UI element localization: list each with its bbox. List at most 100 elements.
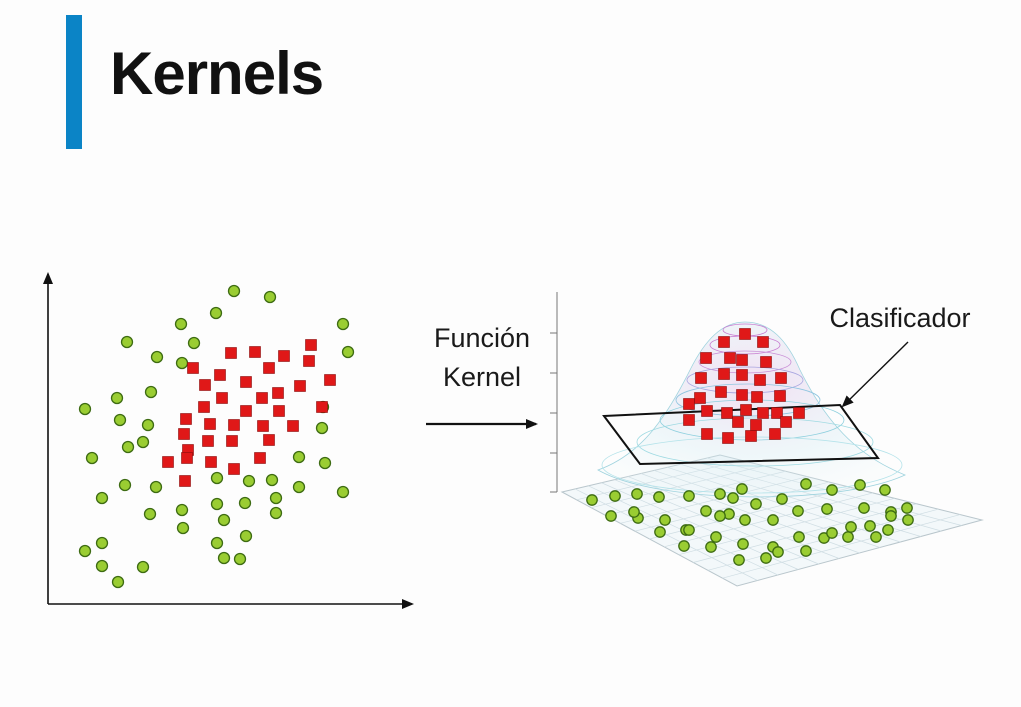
class-b-point [736,354,748,366]
class-a-point [772,546,784,558]
class-a-point [864,520,876,532]
class-b-point [793,407,805,419]
class-a-point [95,559,109,573]
class-b-point [240,376,252,388]
class-b-point [780,416,792,428]
class-a-point [110,391,124,405]
class-b-point [249,346,261,358]
class-a-point [121,440,135,454]
class-b-point [700,352,712,364]
left-class-a-points [78,284,355,589]
class-a-point [136,435,150,449]
class-b-point [273,405,285,417]
class-b-point [751,391,763,403]
class-a-point [739,514,751,526]
class-a-point [683,524,695,536]
class-a-point [800,478,812,490]
class-b-point [715,386,727,398]
class-b-point [694,392,706,404]
class-a-point [733,554,745,566]
class-a-point [227,284,241,298]
class-b-point [228,419,240,431]
class-a-point [318,456,332,470]
class-a-point [175,503,189,517]
class-a-point [705,541,717,553]
class-b-point [216,392,228,404]
class-a-point [821,503,833,515]
left-class-b-points [162,339,336,487]
class-b-point [303,355,315,367]
class-b-point [739,328,751,340]
class-a-point [659,514,671,526]
class-a-point [760,552,772,564]
arrow-label-line1: Función [434,323,530,353]
class-a-point [78,402,92,416]
class-b-point [254,452,266,464]
class-b-point [256,392,268,404]
class-a-point [826,484,838,496]
class-a-point [631,488,643,500]
class-a-point [210,471,224,485]
classifier-pointer [841,341,909,408]
class-a-point [238,496,252,510]
class-b-point [769,428,781,440]
class-a-point [265,473,279,487]
class-a-point [118,478,132,492]
class-b-point [324,374,336,386]
class-b-point [757,407,769,419]
class-a-point [885,510,897,522]
class-b-point [272,387,284,399]
class-a-point [882,524,894,536]
class-b-point [226,435,238,447]
class-a-point [793,531,805,543]
class-b-point [205,456,217,468]
class-b-point [718,336,730,348]
class-a-point [609,490,621,502]
class-b-point [722,432,734,444]
class-b-point [287,420,299,432]
class-b-point [240,405,252,417]
class-a-point [217,551,231,565]
class-a-point [678,540,690,552]
class-b-point [718,368,730,380]
class-b-point [228,463,240,475]
class-a-point [85,451,99,465]
slide-title: Kernels [110,40,324,107]
class-b-point [732,416,744,428]
class-a-point [176,521,190,535]
class-a-point [854,479,866,491]
class-b-point [750,419,762,431]
class-a-point [210,536,224,550]
class-a-point [842,531,854,543]
class-b-point [683,398,695,410]
class-a-point [737,538,749,550]
class-a-point [767,514,779,526]
class-a-point [111,575,125,589]
class-b-point [204,418,216,430]
class-b-point [740,404,752,416]
class-a-point [209,306,223,320]
class-a-point [217,513,231,527]
class-b-point [760,356,772,368]
right-class-b-points [683,328,805,444]
class-a-point [136,560,150,574]
title-accent-bar [66,15,82,149]
class-b-point [745,430,757,442]
class-a-point [605,510,617,522]
class-a-point [149,480,163,494]
class-a-point [263,290,277,304]
kernel-space-plot: Clasificador [550,292,984,587]
class-a-point [826,527,838,539]
class-b-point [316,401,328,413]
class-b-point [294,380,306,392]
class-a-point [653,491,665,503]
class-a-point [879,484,891,496]
class-a-point [714,510,726,522]
class-b-point [754,374,766,386]
class-b-point [701,428,713,440]
class-b-point [198,401,210,413]
class-a-point [710,531,722,543]
class-b-point [180,413,192,425]
class-b-point [775,372,787,384]
class-b-point [721,407,733,419]
